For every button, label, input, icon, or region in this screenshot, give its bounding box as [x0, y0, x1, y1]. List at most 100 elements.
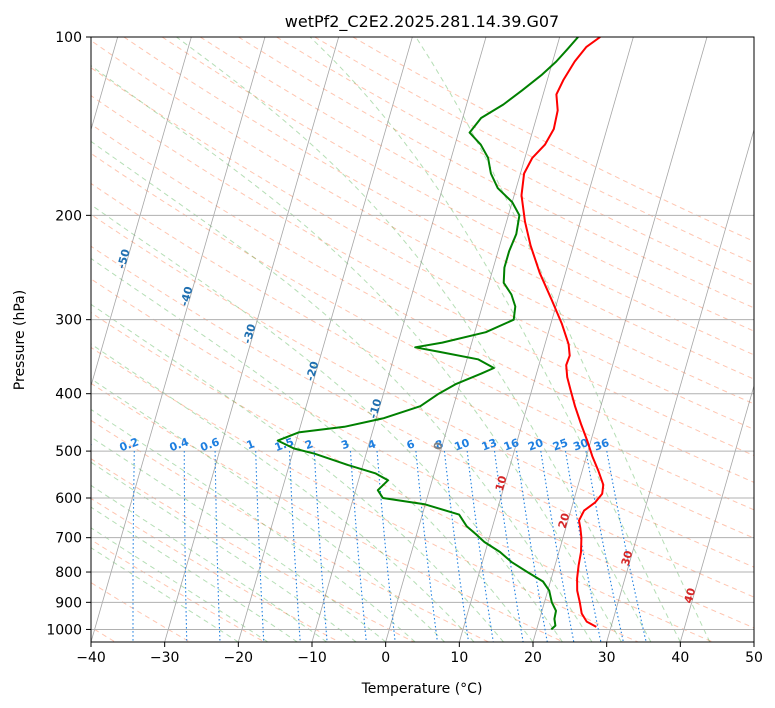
- x-tick-label: 10: [450, 650, 468, 666]
- y-tick-label: 300: [55, 313, 82, 329]
- x-tick-label: −30: [150, 650, 180, 666]
- x-axis-ticks: −40 −30 −20 −10 0 10 20 30 40 50: [76, 642, 763, 666]
- mixing-ratio-line: [83, 451, 88, 642]
- isotherm-line: [311, 37, 487, 642]
- dry-adiabat: [91, 182, 754, 539]
- isotherm-label: -40: [178, 285, 196, 308]
- dry-adiabat: [91, 346, 639, 642]
- isotherm-line: [91, 37, 192, 388]
- mixing-ratio-label: 13: [480, 436, 499, 453]
- y-tick-label: 1000: [46, 622, 82, 638]
- isotherm-label: -30: [241, 322, 259, 345]
- mixing-ratio-label: 1: [245, 437, 257, 452]
- moist-adiabat: [91, 506, 298, 642]
- dry-adiabat: [91, 419, 489, 642]
- mixing-ratio-label: 4: [366, 437, 378, 452]
- mixing-ratio-label: 6: [405, 437, 417, 452]
- mixing-ratio-line: [564, 451, 602, 642]
- mixing-ratio-line: [443, 451, 470, 642]
- dry-adiabat: [91, 582, 191, 642]
- moist-adiabat: [91, 343, 475, 642]
- moist-adiabat: [91, 378, 445, 642]
- y-tick-label: 600: [55, 491, 82, 507]
- moist-adiabat: [91, 547, 239, 642]
- mixing-ratio-label: 0.1: [71, 435, 94, 454]
- isotherm-line: [237, 37, 413, 642]
- mixing-ratio-line: [183, 451, 188, 642]
- y-tick-label: 500: [55, 444, 82, 460]
- mixing-ratio-line: [585, 451, 624, 642]
- mixing-ratio-line: [288, 451, 301, 642]
- isotherm-line: [532, 37, 708, 642]
- mixing-ratio-label: 20: [526, 436, 545, 454]
- mixing-ratio-label: 8: [433, 437, 445, 452]
- isotherm-label: 0: [431, 440, 446, 451]
- dry-adiabat: [238, 37, 754, 309]
- isotherm-line: [679, 384, 754, 642]
- dry-adiabat: [199, 37, 754, 332]
- isotherm-line: [458, 37, 634, 642]
- dry-adiabat: [91, 95, 754, 457]
- dry-adiabat: [91, 312, 713, 642]
- isotherm-label: -70: [0, 173, 7, 196]
- mixing-ratio-line: [540, 451, 575, 642]
- mixing-ratio-line: [516, 451, 548, 642]
- dry-adiabat: [91, 382, 564, 642]
- dry-adiabat: [352, 37, 754, 242]
- profile-lines: [276, 37, 605, 631]
- dry-adiabat: [276, 37, 754, 286]
- mixing-ratio-line: [376, 451, 396, 642]
- mixing-ratio-label: 36: [592, 436, 611, 454]
- mixing-ratio-line: [313, 451, 328, 642]
- isotherm-label: 10: [493, 474, 510, 493]
- dry-adiabat: [91, 497, 340, 642]
- dewpoint-line: [276, 37, 579, 631]
- mixing-ratio-line: [349, 451, 367, 642]
- mixing-ratio-line: [415, 451, 438, 642]
- isotherm-label: 40: [682, 586, 699, 605]
- x-tick-label: 40: [671, 650, 689, 666]
- x-tick-label: 20: [524, 650, 542, 666]
- y-tick-label: 900: [55, 595, 82, 611]
- y-tick-label: 100: [55, 30, 82, 46]
- mixing-ratio-line: [132, 451, 135, 642]
- isotherm-label: -10: [366, 397, 384, 420]
- mixing-ratio-label: 0.4: [168, 435, 191, 454]
- x-tick-label: −40: [76, 650, 106, 666]
- moist-adiabat: [91, 65, 622, 642]
- isotherm-label: 20: [556, 511, 573, 530]
- dry-adiabat: [91, 539, 265, 642]
- moist-adiabat: [91, 204, 563, 642]
- x-tick-label: −10: [297, 650, 327, 666]
- isotherm-line: [164, 37, 340, 642]
- x-tick-label: 50: [745, 650, 763, 666]
- x-tick-label: 0: [381, 650, 390, 666]
- isotherm-label: -20: [304, 360, 322, 383]
- moist-adiabat: [91, 436, 387, 642]
- x-tick-label: 30: [598, 650, 616, 666]
- moist-adiabat: [91, 408, 416, 642]
- chart-title: wetPf2_C2E2.2025.281.14.39.G07: [285, 12, 559, 32]
- mixing-ratio-label: 2: [303, 437, 315, 452]
- moist-adiabat: [91, 257, 534, 642]
- mixing-ratio-label: 16: [502, 436, 521, 454]
- mixing-ratio-label: 3: [339, 437, 351, 452]
- dry-adiabat: [314, 37, 754, 264]
- moist-adiabat: [91, 303, 504, 642]
- moist-adiabat: [91, 484, 327, 642]
- y-axis-label: Pressure (hPa): [12, 290, 28, 390]
- background-lines: [83, 37, 754, 642]
- mixing-ratio-line: [493, 451, 524, 642]
- x-tick-label: −20: [224, 650, 254, 666]
- y-tick-label: 400: [55, 387, 82, 403]
- isotherm-label: -50: [115, 247, 133, 270]
- dry-adiabat: [161, 37, 754, 356]
- y-tick-label: 800: [55, 565, 82, 581]
- y-axis-ticks: 100 200 300 400 500 600 700 800 900 1000: [46, 30, 91, 638]
- dry-adiabat: [123, 37, 754, 380]
- dry-adiabat: [91, 152, 754, 511]
- mixing-ratio-line: [606, 451, 647, 642]
- isotherm-label: 30: [619, 549, 636, 568]
- dry-adiabat: [91, 123, 754, 483]
